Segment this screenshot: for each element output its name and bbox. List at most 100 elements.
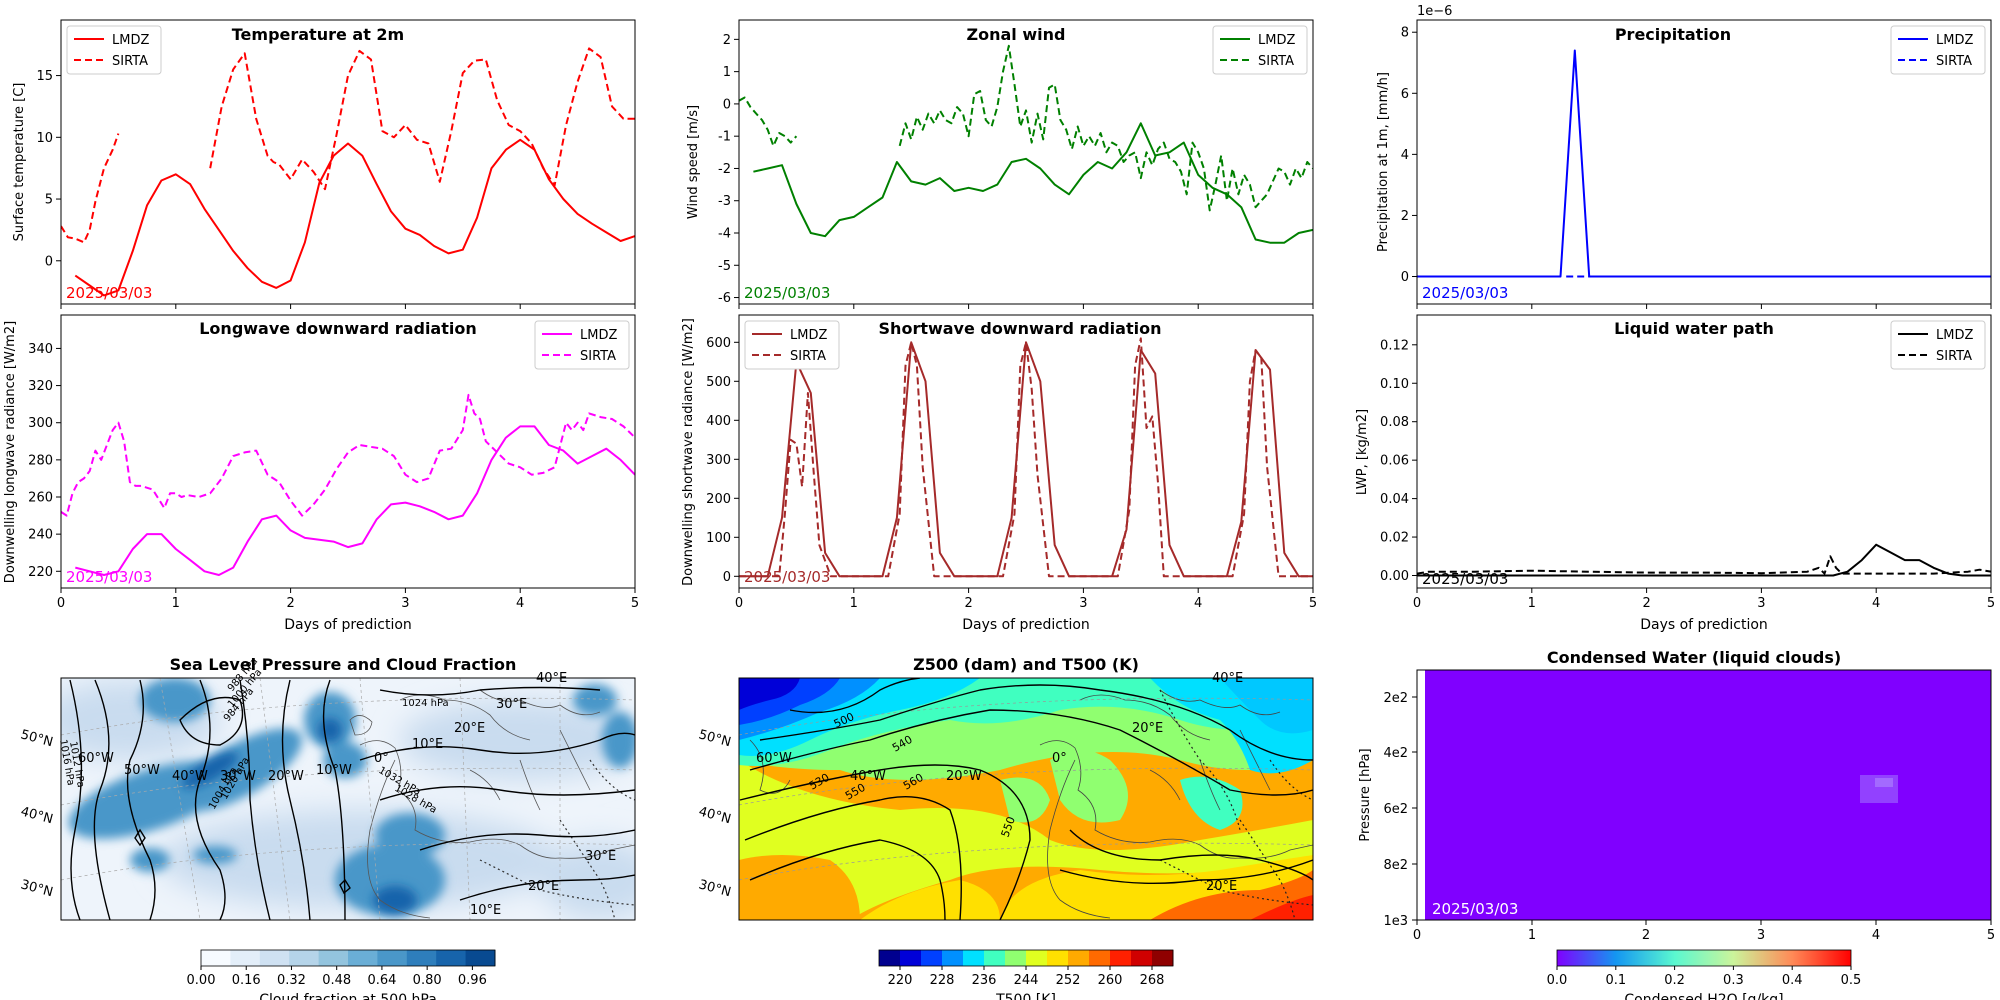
colorbar-tick-label: 220 xyxy=(888,973,913,988)
colorbar-tick-label: 0.1 xyxy=(1605,973,1626,988)
colorbar-tick-label: 228 xyxy=(930,973,955,988)
colorbar-label: T500 [K] xyxy=(995,992,1056,1000)
axis-ticks: 0 5 10 15 xyxy=(36,69,636,309)
lon-label-20e: 20°E xyxy=(454,721,485,736)
y-tick-label: 0.06 xyxy=(1380,454,1409,469)
y-axis-label: Precipitation at 1m, [mm/h] xyxy=(1376,72,1391,252)
colorbar-segment xyxy=(377,950,408,966)
y-tick-label: 500 xyxy=(706,375,731,390)
colorbar-tick-label: 236 xyxy=(972,973,997,988)
legend-label-sirta: SIRTA xyxy=(112,54,148,69)
lon-label-20w: 20°W xyxy=(946,769,982,784)
map-lon-labels: 60°W 40°W 20°W 0° 20°E 40°E 20°E xyxy=(756,671,1243,894)
legend-label-sirta: SIRTA xyxy=(1936,54,1972,69)
plot-frame xyxy=(60,314,636,589)
legend-label-sirta: SIRTA xyxy=(1936,349,1972,364)
lon-label-60w: 60°W xyxy=(78,751,114,766)
y-tick-label: 0 xyxy=(723,570,731,585)
series-lines xyxy=(1417,49,1991,278)
lon-label-30w: 30°W xyxy=(220,769,256,784)
x-axis-label: Days of prediction xyxy=(1640,617,1768,633)
x-axis-label: Days of prediction xyxy=(962,617,1090,633)
y-tick-label: 2e2 xyxy=(1383,691,1408,706)
chart-precipitation: Precipitation 1e−6 Precipitation at 1m, … xyxy=(1376,4,1992,309)
x-tick-label: 3 xyxy=(1079,596,1087,611)
chart-title: Liquid water path xyxy=(1614,319,1774,338)
colorbar-segment xyxy=(1131,950,1153,966)
map-lat-labels: 50°N 40°N 30°N xyxy=(697,727,733,900)
series-lmdz xyxy=(1417,49,1991,278)
borders xyxy=(1159,689,1313,920)
series-lmdz xyxy=(739,341,1313,578)
legend-label-sirta: SIRTA xyxy=(1258,54,1294,69)
y-tick-label: 2 xyxy=(723,33,731,48)
colorbar-condensed-h2o xyxy=(1556,949,1852,967)
colorbar-tick-label: 0.16 xyxy=(232,973,261,988)
pressure-contours xyxy=(69,679,635,920)
colorbar-tick-label: 0.3 xyxy=(1723,973,1744,988)
plot-frame xyxy=(738,314,1314,589)
x-tick-label: 1 xyxy=(850,596,858,611)
lon-label-0: 0° xyxy=(374,751,389,766)
y-tick-label: 600 xyxy=(706,336,731,351)
date-label: 2025/03/03 xyxy=(66,568,152,586)
y-tick-label: 220 xyxy=(28,565,53,580)
y-tick-label: 1 xyxy=(723,65,731,80)
x-tick-label: 5 xyxy=(1987,928,1995,943)
colorbar-segment xyxy=(348,950,378,966)
axis-ticks: 0 1 2 3 4 5 0 100 200 300 400 500 600 xyxy=(706,336,1317,611)
legend-label-lmdz: LMDZ xyxy=(790,328,827,343)
series-lmdz xyxy=(74,138,635,297)
x-tick-label: 1 xyxy=(1528,596,1536,611)
date-label: 2025/03/03 xyxy=(1422,570,1508,588)
heatmap-cloud-patch xyxy=(1875,778,1893,787)
axis-ticks: 0 1 2 3 4 5 0.00 0.02 0.04 0.06 0.08 0.10 0.12 xyxy=(1380,338,1995,611)
lon-label-60w: 60°W xyxy=(756,751,792,766)
y-tick-label: 0.12 xyxy=(1380,338,1409,353)
x-tick-label: 1 xyxy=(1528,928,1536,943)
lon-label-40w: 40°W xyxy=(850,769,886,784)
axis-ticks: 0 1 2 3 4 5 220 240 260 280 300 320 340 xyxy=(28,342,639,611)
colorbar-segment xyxy=(436,950,467,966)
colorbar-segment xyxy=(406,950,437,966)
graticule xyxy=(739,697,1313,881)
y-tick-label: 100 xyxy=(706,531,731,546)
x-tick-label: 4 xyxy=(1194,596,1202,611)
colorbar-segment xyxy=(963,950,985,966)
y-axis-ticks: 2e2 4e2 6e2 8e2 1e3 xyxy=(1383,691,1417,929)
x-tick-label: 1 xyxy=(172,596,180,611)
legend-label-lmdz: LMDZ xyxy=(1258,33,1295,48)
x-tick-label: 2 xyxy=(1642,928,1650,943)
chart-longwave: Longwave downward radiation Downwelling … xyxy=(3,314,639,633)
x-tick-label: 3 xyxy=(1757,928,1765,943)
colorbar-tick-label: 252 xyxy=(1056,973,1081,988)
colorbar-frame xyxy=(200,949,496,967)
x-tick-label: 3 xyxy=(401,596,409,611)
lon-label-50w: 50°W xyxy=(124,763,160,778)
cloud-fraction-field xyxy=(61,678,635,920)
y-tick-label: 400 xyxy=(706,414,731,429)
lon-label-10e: 10°E xyxy=(412,737,443,752)
legend: LMDZ SIRTA xyxy=(1890,320,1986,370)
x-tick-label: 4 xyxy=(516,596,524,611)
heatmap-white-margin xyxy=(1417,670,1425,920)
y-tick-label: 0.10 xyxy=(1380,377,1409,392)
series-lines xyxy=(739,337,1313,578)
colorbar-segment xyxy=(230,950,261,966)
x-tick-label: 4 xyxy=(1872,928,1880,943)
colorbar-tick-label: 0.80 xyxy=(413,973,442,988)
chart-condensed-water: Condensed Water (liquid clouds) Pressure… xyxy=(1358,648,1995,1000)
x-tick-label: 0 xyxy=(735,596,743,611)
y-tick-label: 260 xyxy=(28,491,53,506)
legend-label-lmdz: LMDZ xyxy=(1936,328,1973,343)
series-lines xyxy=(61,393,635,576)
x-tick-label: 5 xyxy=(631,596,639,611)
y-tick-label: 10 xyxy=(36,131,53,146)
map-lat-labels: 50°N 40°N 30°N xyxy=(19,727,55,900)
y-tick-label: 0.00 xyxy=(1380,569,1409,584)
lon-label-0: 0° xyxy=(1052,751,1067,766)
colorbar-segment xyxy=(984,950,1006,966)
lat-label-30n: 30°N xyxy=(697,877,733,900)
y-tick-label: 1e3 xyxy=(1383,914,1408,929)
y-tick-label: 340 xyxy=(28,342,53,357)
